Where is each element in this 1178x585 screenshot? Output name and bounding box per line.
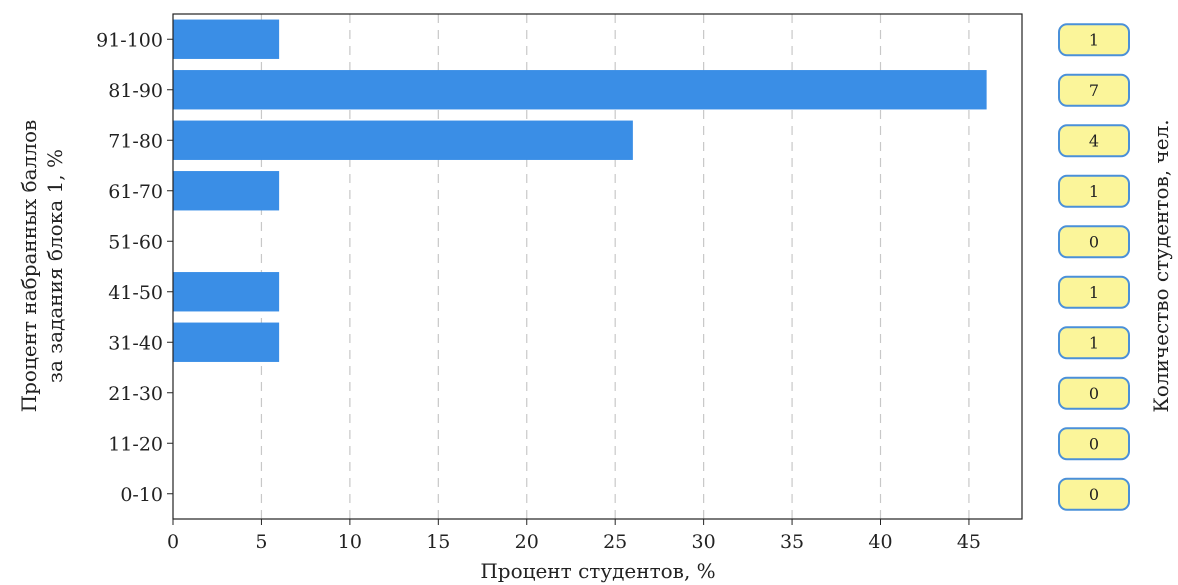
y-axis-title-line-2: за задания блока 1, %	[43, 149, 67, 383]
bar	[173, 272, 280, 312]
x-tick-label: 10	[338, 531, 362, 553]
y-tick-label: 51-60	[108, 231, 163, 253]
count-badge	[1058, 225, 1130, 259]
x-tick-label: 25	[603, 531, 627, 553]
y-tick-label: 91-100	[96, 29, 163, 51]
count-badge	[1058, 427, 1130, 461]
x-axis-ticks: 0 5 10 15 20 25 30 35 40 45	[167, 519, 981, 553]
x-tick-label: 5	[255, 531, 267, 553]
bar	[173, 171, 280, 211]
y-tick-label: 41-50	[108, 282, 163, 304]
y2-axis-title: Количество студентов, чел.	[1149, 119, 1173, 412]
count-badge	[1058, 174, 1130, 208]
x-tick-label: 40	[868, 531, 892, 553]
count-badge	[1058, 124, 1130, 158]
count-value: 1	[1089, 333, 1099, 352]
count-value: 1	[1089, 30, 1099, 49]
x-tick-label: 15	[426, 531, 450, 553]
x-tick-label: 45	[957, 531, 981, 553]
x-tick-label: 20	[515, 531, 539, 553]
x-axis-title: Процент студентов, %	[480, 559, 715, 583]
y-tick-label: 11-20	[108, 433, 163, 455]
bar	[173, 120, 633, 160]
count-badge	[1058, 73, 1130, 107]
count-badge	[1058, 477, 1130, 511]
bar	[173, 70, 987, 110]
count-value: 1	[1089, 283, 1099, 302]
y-tick-label: 81-90	[108, 80, 163, 102]
y-tick-label: 0-10	[120, 484, 163, 506]
bar	[173, 322, 280, 362]
y-tick-label: 61-70	[108, 181, 163, 203]
y-tick-label: 71-80	[108, 130, 163, 152]
count-badge	[1058, 376, 1130, 410]
plot-frame	[172, 13, 1023, 520]
y-axis-ticks: 91-100 81-90 71-80 61-70 51-60 41-50 31-40 21-3…	[96, 29, 173, 506]
count-value: 4	[1089, 131, 1099, 150]
count-value: 0	[1089, 232, 1099, 251]
y-axis-title-line-1: Процент набранных баллов	[17, 120, 41, 413]
count-badge	[1058, 275, 1130, 309]
bars	[173, 19, 987, 362]
count-badge	[1058, 23, 1130, 57]
y-tick-label: 31-40	[108, 332, 163, 354]
count-value: 1	[1089, 182, 1099, 201]
bar	[173, 19, 280, 59]
count-value: 0	[1089, 485, 1099, 504]
x-tick-label: 30	[692, 531, 716, 553]
y-tick-label: 21-30	[108, 383, 163, 405]
count-value: 0	[1089, 384, 1099, 403]
count-badge	[1058, 326, 1130, 360]
x-tick-label: 0	[167, 531, 179, 553]
count-column: 1 7 4 1 0 1 1 0 0 0	[1058, 23, 1130, 511]
count-value: 7	[1089, 81, 1099, 100]
x-tick-label: 35	[780, 531, 804, 553]
count-value: 0	[1089, 434, 1099, 453]
